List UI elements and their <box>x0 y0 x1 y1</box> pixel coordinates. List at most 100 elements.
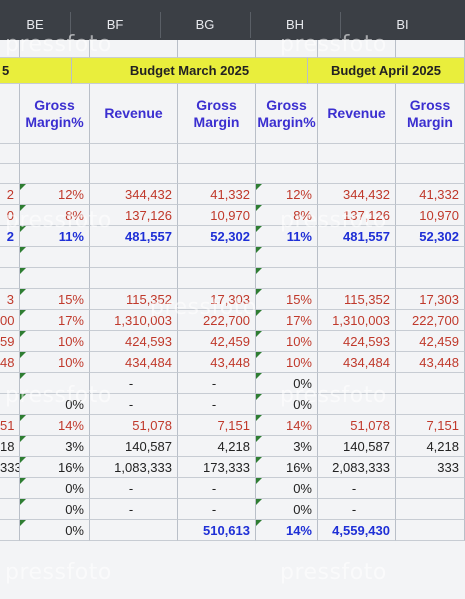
cell-r8-c6[interactable]: 43,448 <box>396 352 465 373</box>
header-gross-margin-2[interactable]: Gross Margin <box>396 84 465 144</box>
cell-blank[interactable] <box>90 144 178 164</box>
cell-r2-c5[interactable]: 481,557 <box>318 226 396 247</box>
cell-r16-c0[interactable] <box>0 520 20 541</box>
cell-r14-c1[interactable]: 0% <box>20 478 90 499</box>
cell-r11-c3[interactable]: 7,151 <box>178 415 256 436</box>
cell-r10-c4[interactable]: 0% <box>256 394 318 415</box>
cell-r6-c2[interactable]: 1,310,003 <box>90 310 178 331</box>
cell-r7-c3[interactable]: 42,459 <box>178 331 256 352</box>
cell-r4-c1[interactable] <box>20 268 90 289</box>
cell-blank-top[interactable] <box>90 40 178 58</box>
cell-r3-c5[interactable] <box>318 247 396 268</box>
cell-r1-c6[interactable]: 10,970 <box>396 205 465 226</box>
column-letter-be[interactable]: BE <box>0 12 71 38</box>
cell-r12-c5[interactable]: 140,587 <box>318 436 396 457</box>
cell-r1-c4[interactable]: 8% <box>256 205 318 226</box>
cell-r2-c2[interactable]: 481,557 <box>90 226 178 247</box>
cell-blank[interactable] <box>90 164 178 184</box>
cell-r3-c3[interactable] <box>178 247 256 268</box>
cell-r10-c0[interactable] <box>0 394 20 415</box>
cell-r8-c2[interactable]: 434,484 <box>90 352 178 373</box>
header-revenue[interactable]: Revenue <box>90 84 178 144</box>
cell-r14-c4[interactable]: 0% <box>256 478 318 499</box>
cell-r1-c1[interactable]: 8% <box>20 205 90 226</box>
cell-r7-c6[interactable]: 42,459 <box>396 331 465 352</box>
cell-r7-c2[interactable]: 424,593 <box>90 331 178 352</box>
cell-blank-top[interactable] <box>0 40 20 58</box>
cell-blank[interactable] <box>178 144 256 164</box>
cell-r3-c0[interactable] <box>0 247 20 268</box>
cell-r11-c1[interactable]: 14% <box>20 415 90 436</box>
cell-blank[interactable] <box>318 164 396 184</box>
cell-r16-c3[interactable]: 510,613 <box>178 520 256 541</box>
cell-r2-c3[interactable]: 52,302 <box>178 226 256 247</box>
cell-r3-c2[interactable] <box>90 247 178 268</box>
cell-r0-c1[interactable]: 12% <box>20 184 90 205</box>
cell-r10-c5[interactable] <box>318 394 396 415</box>
cell-r14-c6[interactable] <box>396 478 465 499</box>
cell-r6-c4[interactable]: 17% <box>256 310 318 331</box>
header-revenue-2[interactable]: Revenue <box>318 84 396 144</box>
cell-blank[interactable] <box>318 144 396 164</box>
cell-r16-c6[interactable] <box>396 520 465 541</box>
cell-r15-c6[interactable] <box>396 499 465 520</box>
cell-r15-c2[interactable]: - <box>90 499 178 520</box>
cell-r16-c1[interactable]: 0% <box>20 520 90 541</box>
cell-r9-c1[interactable] <box>20 373 90 394</box>
column-letter-bg[interactable]: BG <box>160 12 251 38</box>
cell-r0-c6[interactable]: 41,332 <box>396 184 465 205</box>
cell-r10-c1[interactable]: 0% <box>20 394 90 415</box>
cell-blank-top[interactable] <box>178 40 256 58</box>
cell-r5-c3[interactable]: 17,303 <box>178 289 256 310</box>
cell-r13-c3[interactable]: 173,333 <box>178 457 256 478</box>
cell-r11-c4[interactable]: 14% <box>256 415 318 436</box>
cell-r5-c6[interactable]: 17,303 <box>396 289 465 310</box>
cell-r15-c1[interactable]: 0% <box>20 499 90 520</box>
cell-r14-c3[interactable]: - <box>178 478 256 499</box>
cell-r2-c4[interactable]: 11% <box>256 226 318 247</box>
title-cell-budget-march[interactable]: Budget March 2025 <box>72 58 308 84</box>
cell-r0-c2[interactable]: 344,432 <box>90 184 178 205</box>
cell-r5-c0[interactable]: 3 <box>0 289 20 310</box>
cell-r9-c4[interactable]: 0% <box>256 373 318 394</box>
cell-r11-c0[interactable]: 51 <box>0 415 20 436</box>
cell-r5-c1[interactable]: 15% <box>20 289 90 310</box>
cell-blank-top[interactable] <box>396 40 465 58</box>
cell-r13-c1[interactable]: 16% <box>20 457 90 478</box>
cell-r12-c3[interactable]: 4,218 <box>178 436 256 457</box>
cell-r12-c0[interactable]: 18 <box>0 436 20 457</box>
cell-r2-c0[interactable]: 2 <box>0 226 20 247</box>
column-letter-bh[interactable]: BH <box>250 12 341 38</box>
header-gross-margin-pct-2[interactable]: Gross Margin% <box>256 84 318 144</box>
cell-blank-top[interactable] <box>318 40 396 58</box>
cell-blank[interactable] <box>0 164 20 184</box>
cell-r13-c2[interactable]: 1,083,333 <box>90 457 178 478</box>
title-cell-budget-april[interactable]: Budget April 2025 <box>308 58 465 84</box>
cell-r8-c3[interactable]: 43,448 <box>178 352 256 373</box>
cell-r6-c1[interactable]: 17% <box>20 310 90 331</box>
cell-r1-c2[interactable]: 137,126 <box>90 205 178 226</box>
cell-blank[interactable] <box>256 144 318 164</box>
cell-r8-c0[interactable]: 48 <box>0 352 20 373</box>
cell-r10-c6[interactable] <box>396 394 465 415</box>
header-gross-margin-pct[interactable]: Gross Margin% <box>20 84 90 144</box>
cell-blank[interactable] <box>396 144 465 164</box>
cell-r4-c2[interactable] <box>90 268 178 289</box>
cell-r11-c6[interactable]: 7,151 <box>396 415 465 436</box>
cell-r3-c1[interactable] <box>20 247 90 268</box>
cell-blank-top[interactable] <box>256 40 318 58</box>
cell-r9-c2[interactable]: - <box>90 373 178 394</box>
cell-r5-c2[interactable]: 115,352 <box>90 289 178 310</box>
cell-r7-c4[interactable]: 10% <box>256 331 318 352</box>
cell-blank[interactable] <box>256 164 318 184</box>
cell-r15-c4[interactable]: 0% <box>256 499 318 520</box>
cell-blank[interactable] <box>396 164 465 184</box>
cell-r2-c1[interactable]: 11% <box>20 226 90 247</box>
cell-r9-c3[interactable]: - <box>178 373 256 394</box>
cell-r15-c3[interactable]: - <box>178 499 256 520</box>
cell-blank[interactable] <box>178 164 256 184</box>
cell-r0-c3[interactable]: 41,332 <box>178 184 256 205</box>
header-gross-margin[interactable]: Gross Margin <box>178 84 256 144</box>
cell-r16-c2[interactable] <box>90 520 178 541</box>
cell-r3-c6[interactable] <box>396 247 465 268</box>
